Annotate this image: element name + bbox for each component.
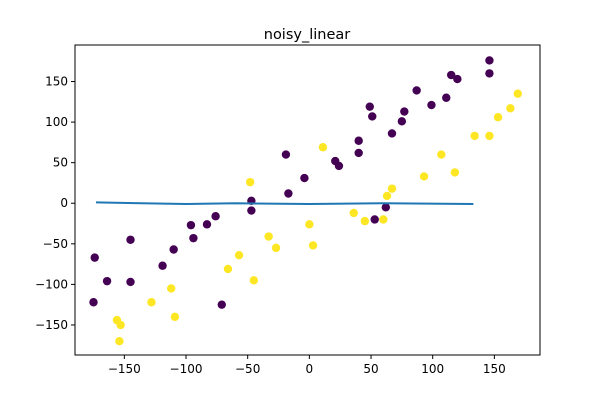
scatter-point-s0-18 [334,161,344,171]
scatter-point-s1-22 [450,168,460,177]
scatter-point-s1-12 [305,220,314,229]
scatter-point-s0-19 [354,136,363,145]
scatter-point-s0-7 [186,220,196,230]
scatter-point-s1-19 [387,184,397,193]
y-tick-label: 100 [45,115,68,129]
scatter-point-s1-15 [349,208,358,218]
x-axis: −150 −100 −50 0 50 100 150 [108,355,506,376]
scatter-point-s1-23 [470,131,479,141]
y-tick-label: 50 [53,156,68,170]
scatter-point-s0-5 [158,261,167,270]
scatter-point-s1-1 [116,320,125,330]
scatter-point-s0-26 [397,117,407,126]
scatter-point-s0-23 [370,215,379,224]
y-tick-label: −50 [43,237,68,251]
scatter-point-s1-11 [271,243,281,253]
scatter-point-s0-29 [427,100,436,110]
scatter-point-s1-14 [318,143,328,152]
scatter-point-s0-20 [354,148,363,158]
scatter-point-s0-25 [387,129,397,138]
scatter-point-s1-9 [249,276,259,285]
y-axis: −150 −100 −50 0 50 100 150 [35,75,75,332]
scatter-point-s1-26 [506,104,515,113]
scatter-point-s1-6 [223,264,233,274]
plot-area [89,56,522,346]
x-tick-label: 0 [306,362,314,376]
scatter-point-s0-11 [217,300,226,309]
scatter-point-s1-13 [308,241,318,250]
fit-line [95,201,474,206]
scatter-point-s0-9 [202,220,212,229]
scatter-point-s0-27 [400,107,409,116]
axes-frame [74,44,541,356]
scatter-point-s1-8 [245,177,255,187]
scatter-point-s0-15 [284,189,293,198]
scatter-point-s1-4 [167,284,176,293]
scatter-point-s1-27 [513,89,522,98]
scatter-point-s0-21 [365,102,374,111]
scatter-point-s1-24 [485,131,494,141]
chart-title: noisy_linear [264,27,351,43]
scatter-point-s0-33 [485,56,494,65]
scatter-point-s0-10 [211,212,220,221]
scatter-point-s0-8 [189,233,198,243]
x-tick-label: 150 [483,362,506,376]
scatter-point-s0-2 [102,276,112,286]
scatter-point-s1-21 [437,150,446,159]
scatter-point-s1-17 [379,215,388,224]
y-tick-label: −100 [35,277,68,291]
scatter-point-s1-2 [115,337,124,346]
scatter-point-s1-3 [147,298,156,307]
scatter-point-s1-10 [264,232,273,241]
scatter-point-s0-22 [368,112,377,121]
scatter-point-s0-30 [442,93,451,102]
scatter-point-s1-7 [234,250,244,260]
y-tick-label: 0 [60,196,68,210]
scatter-point-s0-24 [381,203,391,212]
scatter-point-s1-16 [360,216,370,226]
scatter-point-s0-31 [446,70,456,80]
scatter-point-s0-3 [126,235,135,244]
scatter-point-s0-1 [90,253,99,262]
x-tick-label: −50 [235,362,260,376]
scatter-point-s0-13 [247,206,256,215]
scatter-point-s0-16 [300,173,309,183]
scatter-point-s0-6 [169,245,178,254]
scatter-point-s0-14 [281,150,291,159]
scatter-point-s1-5 [170,312,180,322]
scatter-point-s0-28 [412,86,421,95]
x-tick-label: 100 [421,362,444,376]
scatter-point-s1-18 [382,191,392,201]
scatter-point-s0-32 [453,74,462,84]
scatter-point-s0-34 [485,69,494,78]
scatter-point-s1-20 [419,172,429,181]
scatter-point-s0-4 [126,277,135,287]
x-tick-label: −150 [108,362,141,376]
y-tick-label: −150 [35,318,68,332]
y-tick-label: 150 [45,75,68,89]
scatter-point-s0-0 [89,298,98,307]
x-tick-label: −100 [170,362,203,376]
scatter-point-s1-25 [493,113,503,122]
x-tick-label: 50 [363,362,378,376]
